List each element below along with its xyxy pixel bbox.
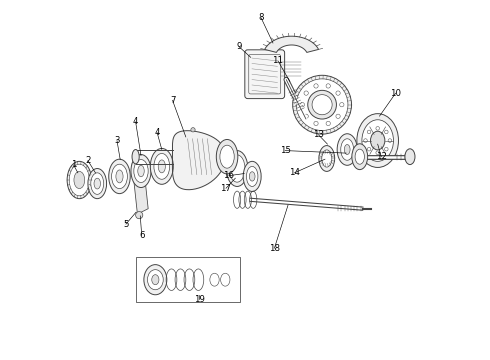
Text: 4: 4: [133, 117, 138, 126]
Ellipse shape: [226, 150, 248, 186]
Text: 15: 15: [280, 146, 291, 155]
Ellipse shape: [220, 145, 234, 168]
Ellipse shape: [67, 161, 92, 199]
Polygon shape: [172, 131, 225, 190]
Ellipse shape: [368, 130, 371, 134]
Ellipse shape: [385, 147, 388, 151]
Text: 16: 16: [223, 171, 234, 180]
Ellipse shape: [152, 275, 159, 285]
Ellipse shape: [229, 155, 245, 182]
Ellipse shape: [368, 147, 371, 151]
Ellipse shape: [216, 139, 238, 174]
Ellipse shape: [112, 164, 127, 189]
Ellipse shape: [352, 144, 368, 170]
Text: 3: 3: [114, 136, 120, 145]
Ellipse shape: [94, 178, 100, 189]
Ellipse shape: [314, 84, 318, 88]
Text: 1: 1: [71, 161, 76, 170]
Text: 5: 5: [123, 220, 129, 229]
Text: 12: 12: [376, 152, 387, 161]
Ellipse shape: [158, 160, 166, 173]
Ellipse shape: [154, 153, 170, 179]
Ellipse shape: [388, 139, 392, 142]
Text: 7: 7: [170, 96, 175, 105]
Ellipse shape: [147, 270, 163, 290]
Ellipse shape: [362, 120, 393, 161]
Ellipse shape: [337, 134, 357, 165]
Ellipse shape: [376, 127, 379, 130]
Text: 19: 19: [194, 295, 204, 304]
Text: 11: 11: [272, 57, 284, 66]
Ellipse shape: [385, 130, 388, 134]
Ellipse shape: [357, 114, 398, 167]
Ellipse shape: [74, 171, 85, 189]
Ellipse shape: [243, 161, 261, 192]
Ellipse shape: [296, 79, 348, 131]
Ellipse shape: [132, 149, 139, 164]
Ellipse shape: [109, 159, 130, 194]
Ellipse shape: [322, 150, 332, 167]
Ellipse shape: [191, 128, 195, 132]
Ellipse shape: [376, 151, 379, 154]
Text: 14: 14: [289, 168, 300, 177]
Text: 18: 18: [269, 244, 280, 253]
Ellipse shape: [344, 144, 350, 154]
Ellipse shape: [88, 168, 107, 199]
Ellipse shape: [341, 139, 354, 160]
Text: 13: 13: [313, 130, 324, 139]
Ellipse shape: [312, 95, 332, 115]
Ellipse shape: [304, 114, 308, 118]
Ellipse shape: [326, 84, 330, 88]
FancyBboxPatch shape: [245, 50, 285, 99]
Polygon shape: [265, 36, 318, 53]
Ellipse shape: [326, 121, 330, 126]
Ellipse shape: [300, 103, 304, 107]
Text: 4: 4: [154, 128, 160, 137]
Ellipse shape: [355, 149, 365, 164]
Ellipse shape: [225, 150, 232, 163]
Text: 2: 2: [85, 156, 91, 165]
Ellipse shape: [246, 166, 258, 186]
Ellipse shape: [340, 103, 344, 107]
Ellipse shape: [249, 172, 255, 181]
Ellipse shape: [138, 165, 144, 177]
Ellipse shape: [308, 90, 337, 119]
Ellipse shape: [405, 149, 415, 165]
Ellipse shape: [116, 170, 123, 183]
Ellipse shape: [319, 145, 335, 171]
FancyBboxPatch shape: [136, 257, 240, 302]
Ellipse shape: [293, 75, 351, 134]
Text: 9: 9: [236, 42, 242, 51]
Ellipse shape: [134, 159, 148, 183]
Ellipse shape: [336, 114, 340, 118]
Text: 17: 17: [220, 184, 231, 193]
Ellipse shape: [91, 173, 104, 194]
Ellipse shape: [131, 154, 151, 188]
Text: 10: 10: [390, 89, 401, 98]
Ellipse shape: [314, 121, 318, 126]
Ellipse shape: [304, 91, 308, 95]
Polygon shape: [132, 158, 148, 214]
Ellipse shape: [144, 265, 167, 295]
Ellipse shape: [150, 148, 173, 184]
Text: 6: 6: [139, 231, 145, 240]
Ellipse shape: [69, 164, 89, 196]
Text: 8: 8: [258, 13, 264, 22]
Ellipse shape: [364, 139, 368, 142]
Ellipse shape: [370, 131, 385, 150]
Ellipse shape: [336, 91, 340, 95]
Ellipse shape: [136, 212, 143, 219]
